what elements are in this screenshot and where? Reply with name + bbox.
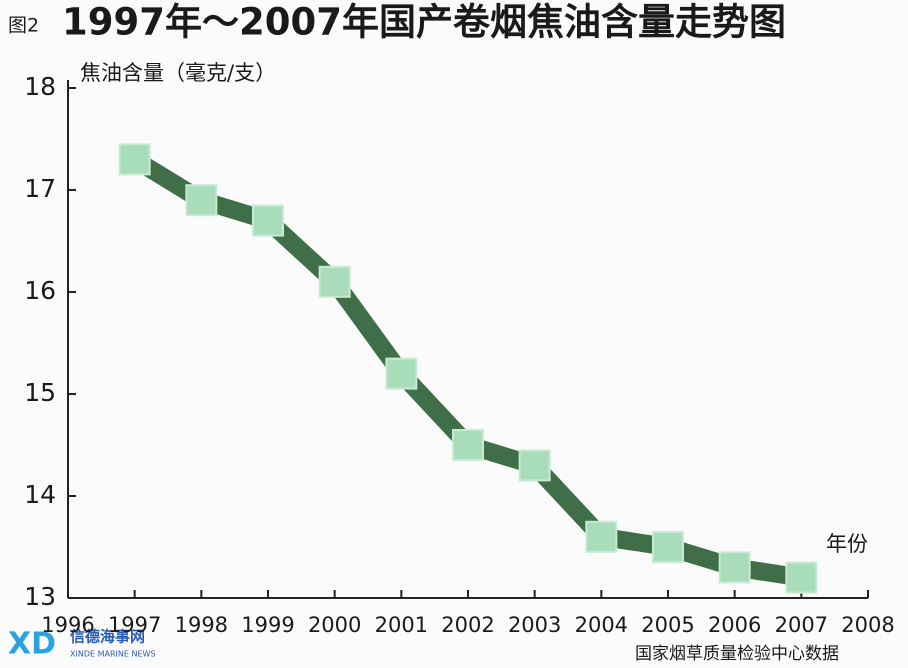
data-marker [452, 429, 484, 461]
x-axis-label: 年份 [826, 532, 868, 556]
x-tick-label: 1999 [241, 613, 294, 637]
x-tick-label: 1998 [175, 613, 228, 637]
y-tick-label: 14 [24, 480, 56, 509]
x-tick-label: 2005 [641, 613, 694, 637]
x-tick-label: 2000 [308, 613, 361, 637]
x-tick-label: 2004 [575, 613, 628, 637]
source-note: 国家烟草质量检验中心数据 [635, 644, 839, 664]
data-marker [385, 357, 418, 390]
y-tick-label: 17 [24, 174, 56, 203]
y-axis-label: 焦油含量（毫克/支） [80, 61, 276, 85]
data-line [129, 151, 803, 587]
x-tick-label: 2007 [775, 613, 828, 637]
x-tick-label: 2001 [375, 613, 428, 637]
x-tick-label: 2006 [708, 613, 761, 637]
watermark-subtitle: XINDE MARINE NEWS [70, 650, 155, 659]
data-marker [585, 520, 618, 553]
x-tick-label: 1996 [41, 613, 94, 637]
y-tick-label: 13 [24, 582, 56, 611]
data-marker [318, 265, 351, 298]
data-marker [118, 143, 151, 176]
x-tick-label: 2003 [508, 613, 561, 637]
data-marker [652, 531, 684, 563]
x-tick-label: 2002 [441, 613, 494, 637]
y-tick-label: 16 [24, 276, 56, 305]
data-marker [185, 184, 218, 217]
y-tick-label: 15 [24, 378, 56, 407]
data-marker [718, 551, 751, 584]
watermark: 信德海事网 [70, 628, 145, 646]
watermark-logo: XD [8, 627, 56, 662]
x-tick-label: 1997 [108, 613, 161, 637]
data-marker [785, 561, 818, 594]
data-marker [252, 204, 284, 237]
x-tick-label: 2008 [841, 613, 894, 637]
y-tick-label: 18 [24, 72, 56, 101]
data-marker [518, 449, 551, 482]
chart-title: 1997年～2007年国产卷烟焦油含量走势图 [62, 1, 786, 44]
figure-label: 图2 [8, 15, 39, 37]
